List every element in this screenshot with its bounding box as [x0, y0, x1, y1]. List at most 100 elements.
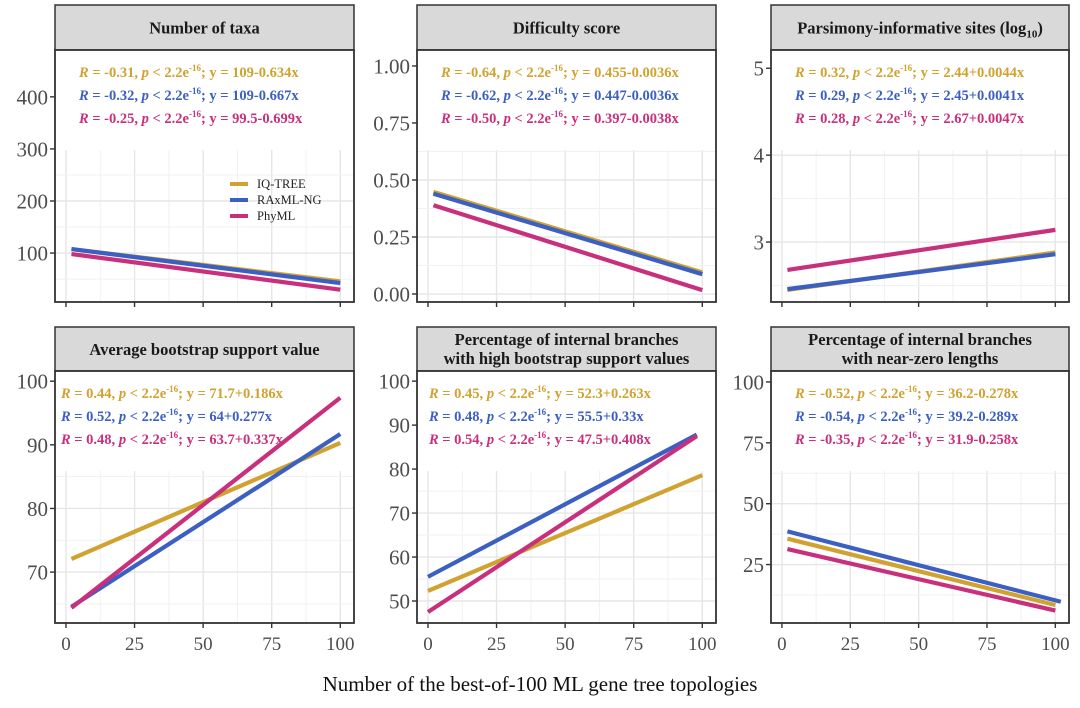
regression-annotation: R = 0.28, p < 2.2e-16; y = 2.67+0.0047x [794, 109, 1025, 127]
panel-border [54, 49, 355, 303]
panel-title: Number of taxa [149, 19, 260, 38]
y-tick-label: 60 [389, 546, 410, 570]
y-tick-label: 100 [17, 242, 49, 266]
x-tick-label: 50 [909, 634, 928, 655]
grid [771, 150, 1069, 302]
regression-annotation: R = 0.29, p < 2.2e-16; y = 2.45+0.0041x [794, 86, 1025, 104]
regression-annotation: R = 0.44, p < 2.2e-16; y = 71.7+0.186x [60, 384, 284, 402]
regression-annotation: R = 0.45, p < 2.2e-16; y = 52.3+0.263x [428, 384, 652, 402]
panel-border [770, 49, 1070, 303]
regression-line-raxml-ng [787, 252, 1056, 292]
regression-line-phyml [426, 434, 698, 614]
panel-header-strip [770, 4, 1070, 51]
x-tick-label: 0 [423, 634, 433, 655]
y-tick-label: 4 [754, 144, 765, 168]
y-tick-label: 3 [754, 231, 765, 255]
y-tick-label: 100 [379, 370, 411, 394]
regression-annotation: R = -0.50, p < 2.2e-16; y = 0.397-0.0038… [440, 109, 680, 127]
regression-annotation: R = -0.54, p < 2.2e-16; y = 39.2-0.289x [794, 407, 1019, 425]
panel-border [54, 370, 355, 624]
y-tick-label: 90 [389, 414, 410, 438]
y-tick-label: 0.00 [373, 283, 410, 307]
panel-header-strip [416, 4, 717, 51]
panel-border [416, 370, 717, 624]
x-tick-label: 75 [977, 634, 996, 655]
x-tick-label: 100 [326, 634, 355, 655]
x-tick-label: 100 [1041, 634, 1070, 655]
regression-line-raxml-ng [786, 529, 1062, 604]
regression-annotation: R = -0.52, p < 2.2e-16; y = 36.2-0.278x [794, 384, 1019, 402]
x-tick-label: 25 [841, 634, 860, 655]
panel-1: Number of taxa R = -0.31, p < 2.2e-16; y … [17, 4, 355, 307]
regression-annotation: R = 0.48, p < 2.2e-16; y = 63.7+0.337x [60, 430, 284, 448]
legend-key [230, 198, 248, 202]
legend-label: PhyML [257, 209, 295, 223]
y-tick-label: 70 [389, 502, 410, 526]
panel-title: Parsimony-informative sites (log10) [797, 19, 1043, 41]
regression-annotation: R = 0.52, p < 2.2e-16; y = 64+0.277x [60, 407, 273, 425]
x-tick-label: 25 [487, 634, 506, 655]
regression-annotation: R = 0.48, p < 2.2e-16; y = 55.5+0.33x [428, 407, 644, 425]
y-tick-label: 70 [27, 561, 48, 585]
regression-annotation: R = -0.64, p < 2.2e-16; y = 0.455-0.0036… [440, 63, 680, 81]
panel-header-strip [416, 326, 717, 372]
y-tick-label: 90 [27, 433, 48, 457]
y-tick-label: 75 [743, 431, 764, 455]
x-tick-label: 50 [194, 634, 213, 655]
regression-line-phyml [70, 396, 342, 610]
regression-line-iq-tree [786, 536, 1056, 608]
regression-line-iq-tree [427, 473, 704, 593]
panel-title: Average bootstrap support value [89, 340, 319, 359]
y-tick-label: 300 [17, 137, 49, 161]
panel-3: Parsimony-informative sites (log10) R = 0… [754, 4, 1070, 307]
y-tick-label: 5 [754, 57, 765, 81]
y-tick-label: 0.25 [373, 226, 410, 250]
regression-annotation: R = -0.31, p < 2.2e-16; y = 109-0.634x [78, 63, 299, 81]
regression-annotation: R = 0.54, p < 2.2e-16; y = 47.5+0.408x [428, 430, 652, 448]
panel-2: Difficulty score R = -0.64, p < 2.2e-16; … [373, 4, 717, 307]
y-tick-label: 50 [743, 492, 764, 516]
regression-annotation: R = 0.32, p < 2.2e-16; y = 2.44+0.0044x [794, 63, 1025, 81]
x-tick-label: 50 [556, 634, 575, 655]
panel-border [416, 49, 717, 303]
x-tick-label: 0 [777, 634, 787, 655]
y-tick-label: 200 [17, 189, 49, 213]
regression-line-phyml [787, 227, 1056, 272]
y-tick-label: 25 [743, 553, 764, 577]
x-tick-label: 100 [688, 634, 717, 655]
y-tick-label: 80 [389, 458, 410, 482]
x-axis-title: Number of the best-of-100 ML gene tree t… [322, 672, 758, 696]
y-tick-label: 50 [389, 590, 410, 614]
y-tick-label: 0.75 [373, 111, 410, 135]
y-tick-label: 100 [733, 370, 765, 394]
x-tick-label: 75 [624, 634, 643, 655]
x-tick-label: 75 [262, 634, 281, 655]
panel-title: Difficulty score [513, 19, 620, 38]
panel-header-strip [54, 4, 355, 51]
y-tick-label: 0.50 [373, 168, 410, 192]
regression-line-raxml-ng [70, 432, 342, 609]
plot-background [417, 371, 716, 623]
regression-line-phyml [786, 546, 1056, 613]
grid [55, 471, 354, 623]
panel-title: Percentage of internal branches [808, 330, 1032, 349]
regression-line-raxml-ng [432, 191, 703, 277]
regression-annotation: R = -0.25, p < 2.2e-16; y = 99.5-0.699x [78, 109, 303, 127]
regression-line-raxml-ng [71, 246, 341, 286]
panel-border [770, 370, 1070, 624]
x-tick-label: 0 [61, 634, 71, 655]
y-tick-label: 1.00 [373, 54, 410, 78]
legend-key [230, 182, 248, 186]
x-tick-label: 25 [125, 634, 144, 655]
panel-title: Percentage of internal branches [455, 330, 679, 349]
regression-line-phyml [71, 251, 341, 292]
legend-label: IQ-TREE [257, 177, 306, 191]
y-tick-label: 80 [27, 497, 48, 521]
legend-label: RAxML-NG [257, 193, 322, 207]
panel-header-strip [54, 326, 355, 372]
regression-line-phyml [432, 203, 703, 293]
legend-key [230, 214, 248, 218]
